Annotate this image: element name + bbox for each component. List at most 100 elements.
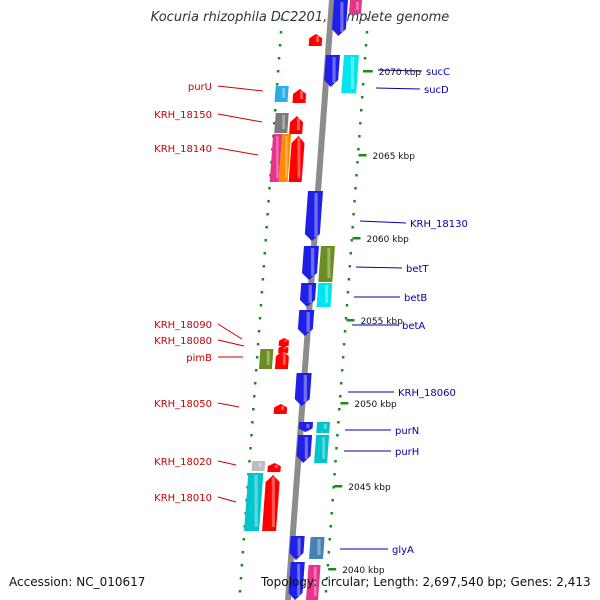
gene-betA-a (301, 246, 319, 280)
label-puru: purU (188, 82, 212, 93)
tick-label-2045: 2045 kbp (348, 483, 391, 493)
tick-mark (358, 154, 367, 157)
gene-betT (318, 246, 335, 282)
tick-mark (346, 319, 355, 322)
gene-highlight (340, 2, 344, 32)
gene-red-c (288, 136, 305, 182)
label-pimb: pimB (186, 353, 212, 364)
guide-dot (363, 57, 367, 60)
guide-dot (354, 187, 357, 190)
gene-bottom-blue (288, 562, 305, 600)
gene-highlight (313, 567, 317, 596)
guide-dot (260, 291, 264, 294)
gene-highlight (258, 463, 262, 467)
label-purh: purH (395, 447, 419, 458)
guide-dot (276, 70, 280, 73)
gene-red-f (262, 475, 280, 531)
leader-puru (217, 85, 264, 92)
label-betb: betB (404, 293, 427, 304)
gene-top-blue (331, 0, 349, 36)
guide-dot (242, 538, 246, 541)
guide-dot (324, 590, 328, 593)
gene-KRH_18150 (274, 113, 289, 133)
guide-dot (257, 330, 261, 333)
guide-dot (339, 395, 342, 398)
guide-dot (335, 447, 338, 450)
label-krh-18140: KRH_18140 (154, 144, 212, 155)
tick-mark (328, 568, 337, 571)
label-krh-18150: KRH_18150 (154, 110, 212, 121)
guide-dot (264, 239, 267, 242)
gene-highlight (285, 136, 288, 178)
tick-label-2050: 2050 kbp (354, 400, 397, 410)
leader-krh-18020 (217, 460, 237, 466)
guide-dot (255, 356, 259, 359)
guide-dot (334, 460, 337, 463)
leader-krh-18090 (217, 323, 243, 340)
gene-highlight (310, 248, 315, 276)
guide-dot (357, 148, 360, 151)
guide-dot (256, 343, 260, 346)
guide-dot (327, 551, 331, 554)
guide-dot (329, 525, 332, 528)
tick-mark (352, 237, 361, 240)
gene-purN-b (316, 422, 331, 433)
guide-dot (240, 564, 244, 567)
gene-highlight (306, 312, 310, 332)
guide-dot (241, 551, 245, 554)
guide-dot (258, 317, 262, 320)
guide-dot (360, 109, 363, 112)
topology-text: Topology: circular; Length: 2,697,540 bp… (261, 575, 591, 589)
gene-KRH_18090 (278, 338, 290, 346)
guide-dot (274, 109, 277, 112)
gene-highlight (332, 57, 336, 83)
label-krh-18050: KRH_18050 (154, 399, 212, 410)
gene-highlight (317, 539, 321, 555)
guide-dot (339, 382, 343, 385)
guide-dot (279, 31, 283, 34)
guide-dot (366, 18, 370, 21)
gene-bottom-pink (305, 565, 321, 600)
guide-dot (338, 408, 341, 411)
gene-highlight (284, 340, 287, 342)
guide-dot (277, 57, 281, 60)
guide-dot (333, 473, 336, 476)
guide-dot (262, 265, 266, 268)
guide-dot (328, 538, 332, 541)
gene-KRH_18080 (278, 345, 289, 353)
gene-highlight (303, 375, 307, 402)
guide-dot (349, 252, 353, 255)
guide-dot (351, 226, 354, 229)
label-bett: betT (406, 264, 429, 275)
gene-KRH_18010 (244, 473, 264, 531)
guide-dot (267, 200, 270, 203)
left-gene-labels: purU KRH_18150 KRH_18140 KRH_18090 KRH_18080… (154, 82, 264, 504)
leader-krh-18140 (217, 147, 259, 156)
gene-pimB (258, 349, 274, 369)
tick-mark (334, 485, 343, 488)
guide-dot (348, 265, 352, 268)
label-sucd: sucD (424, 85, 449, 96)
gene-highlight (282, 352, 286, 365)
label-succ: sucC (426, 67, 450, 78)
gene-betB (316, 283, 333, 307)
guide-dot (330, 512, 333, 515)
gene-highlight (322, 437, 326, 459)
gene-highlight (327, 248, 331, 278)
label-krh-18090: KRH_18090 (154, 320, 212, 331)
label-purn: purN (395, 426, 419, 437)
tick-mark (340, 402, 349, 405)
guide-dot (336, 434, 339, 437)
guide-dot (364, 44, 368, 47)
guide-dot (275, 83, 279, 86)
gene-highlight (274, 465, 278, 468)
gene-KRH_18050 (273, 404, 288, 414)
guide-dot (261, 278, 265, 281)
guide-dot (280, 18, 284, 21)
strand-dots (238, 18, 370, 593)
guide-dot (251, 421, 254, 424)
gene-highlight (281, 406, 285, 410)
label-krh-18080: KRH_18080 (154, 336, 212, 347)
